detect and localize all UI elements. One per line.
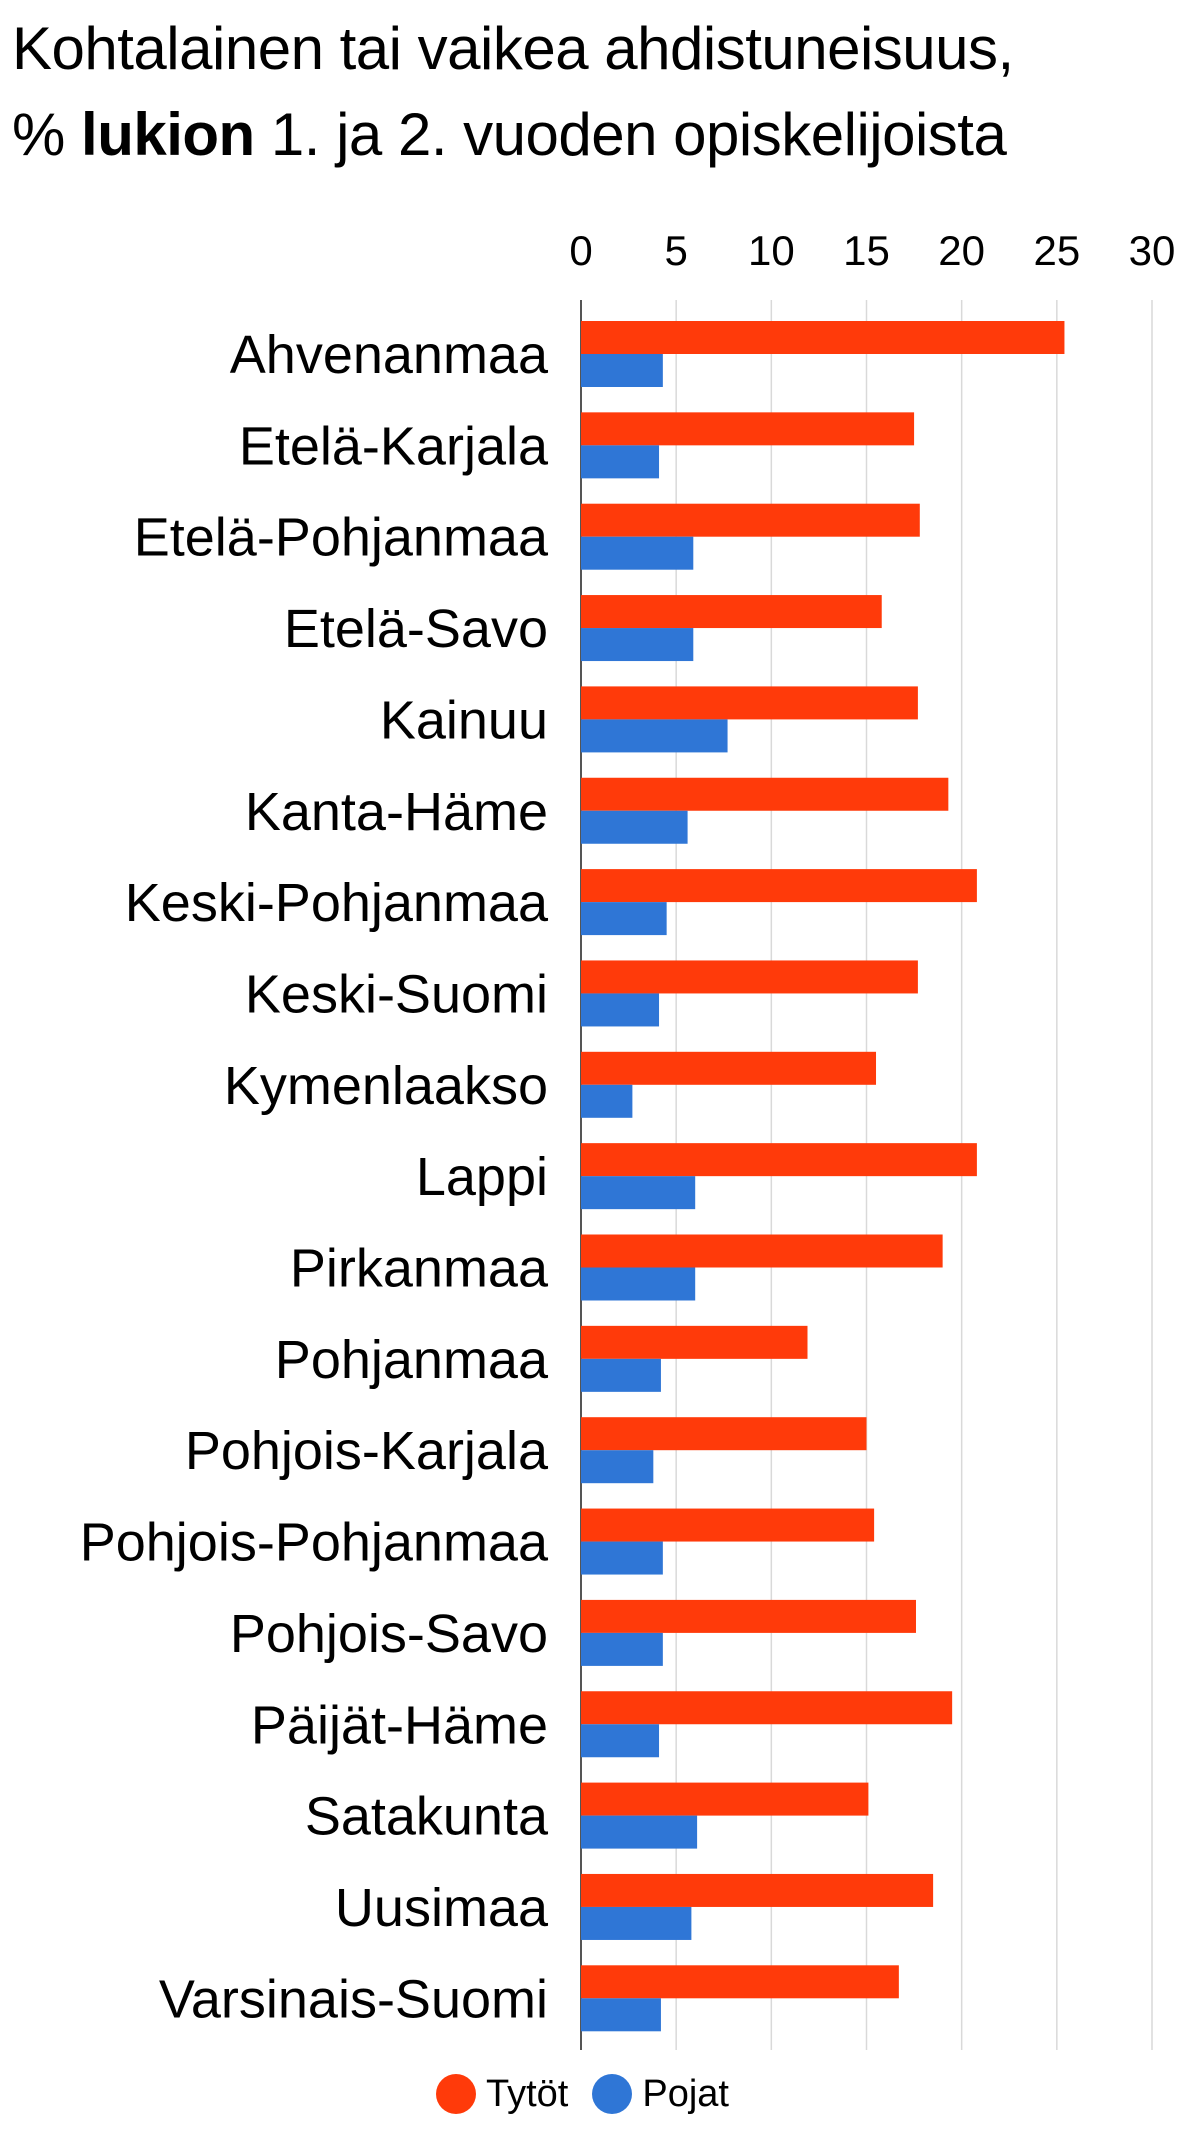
legend: Tytöt Pojat [436, 2058, 729, 2130]
category-label: Uusimaa [335, 1878, 549, 1938]
category-label: Keski-Suomi [245, 964, 548, 1024]
bar-tytot [581, 595, 882, 629]
category-label: Pohjois-Karjala [185, 1421, 549, 1481]
bar-pojat [581, 1815, 698, 1849]
category-label: Etelä-Pohjanmaa [134, 508, 549, 568]
legend-swatch-tytot [436, 2074, 476, 2114]
category-label: Satakunta [305, 1787, 549, 1847]
bar-tytot [581, 1143, 977, 1177]
title-rest: 1. ja 2. vuoden opiskelijoista [270, 101, 1007, 168]
bar-tytot [581, 686, 918, 720]
category-label: Keski-Pohjanmaa [125, 873, 549, 933]
title-prefix: % [12, 101, 65, 168]
bar-tytot [581, 321, 1065, 354]
bar-tytot [581, 1691, 953, 1725]
bar-pojat [581, 1176, 696, 1210]
bar-tytot [581, 1965, 899, 1999]
bar-tytot [581, 777, 949, 811]
legend-swatch-pojat [592, 2074, 633, 2114]
x-tick-label: 15 [843, 227, 890, 274]
title-bold: lukion [81, 101, 255, 168]
category-label: Kymenlaakso [224, 1056, 548, 1116]
title-line-2: % lukion 1. ja 2. vuoden opiskelijoista [12, 92, 1192, 178]
category-label: Varsinais-Suomi [159, 1969, 548, 2029]
bar-pojat [581, 536, 694, 570]
category-label: Päijät-Häme [251, 1695, 548, 1755]
bar-pojat [581, 810, 688, 844]
category-label: Etelä-Savo [284, 599, 548, 659]
category-label: Pohjois-Pohjanmaa [80, 1513, 549, 1573]
legend-label-pojat: Pojat [642, 2072, 729, 2115]
bar-tytot [581, 1417, 867, 1451]
x-tick-label: 30 [1129, 227, 1176, 274]
bar-pojat [581, 628, 694, 662]
bar-tytot [581, 1051, 877, 1085]
category-label: Pohjanmaa [275, 1330, 549, 1390]
bar-tytot [581, 412, 915, 446]
x-tick-label: 5 [664, 227, 687, 274]
title-line-1: Kohtalainen tai vaikea ahdistuneisuus, [12, 15, 1014, 82]
bar-pojat [581, 445, 660, 479]
x-tick-label: 0 [569, 227, 592, 274]
category-label: Ahvenanmaa [230, 325, 549, 385]
category-label: Etelä-Karjala [239, 416, 549, 476]
bar-tytot [581, 1599, 916, 1633]
bar-pojat [581, 1084, 633, 1118]
bar-tytot [581, 869, 977, 903]
bar-pojat [581, 1906, 692, 1940]
x-tick-label: 25 [1033, 227, 1080, 274]
chart-title: Kohtalainen tai vaikea ahdistuneisuus, %… [12, 6, 1192, 178]
legend-item-tytot: Tytöt [436, 2073, 568, 2116]
bar-pojat [581, 1724, 660, 1758]
bar-tytot [581, 1325, 808, 1359]
bar-pojat [581, 1267, 696, 1301]
bar-tytot [581, 1508, 875, 1542]
bar-pojat [581, 993, 660, 1027]
x-tick-label: 10 [748, 227, 795, 274]
category-label: Kainuu [380, 690, 548, 750]
bar-pojat [581, 354, 663, 387]
x-tick-label: 20 [938, 227, 985, 274]
category-label: Kanta-Häme [245, 782, 548, 842]
bar-pojat [581, 1998, 661, 2032]
bar-tytot [581, 960, 918, 994]
category-label: Pohjois-Savo [230, 1604, 548, 1664]
legend-label-tytot: Tytöt [486, 2072, 569, 2115]
bar-pojat [581, 1358, 661, 1392]
bar-pojat [581, 1450, 654, 1484]
bar-tytot [581, 503, 920, 537]
legend-item-pojat: Pojat [592, 2073, 729, 2116]
category-label: Lappi [416, 1147, 548, 1207]
category-label: Pirkanmaa [290, 1239, 549, 1299]
bar-pojat [581, 1541, 663, 1575]
bar-tytot [581, 1873, 934, 1907]
bar-pojat [581, 902, 667, 936]
bar-pojat [581, 1632, 663, 1666]
bar-tytot [581, 1782, 869, 1816]
bar-tytot [581, 1234, 943, 1268]
bar-pojat [581, 719, 728, 753]
